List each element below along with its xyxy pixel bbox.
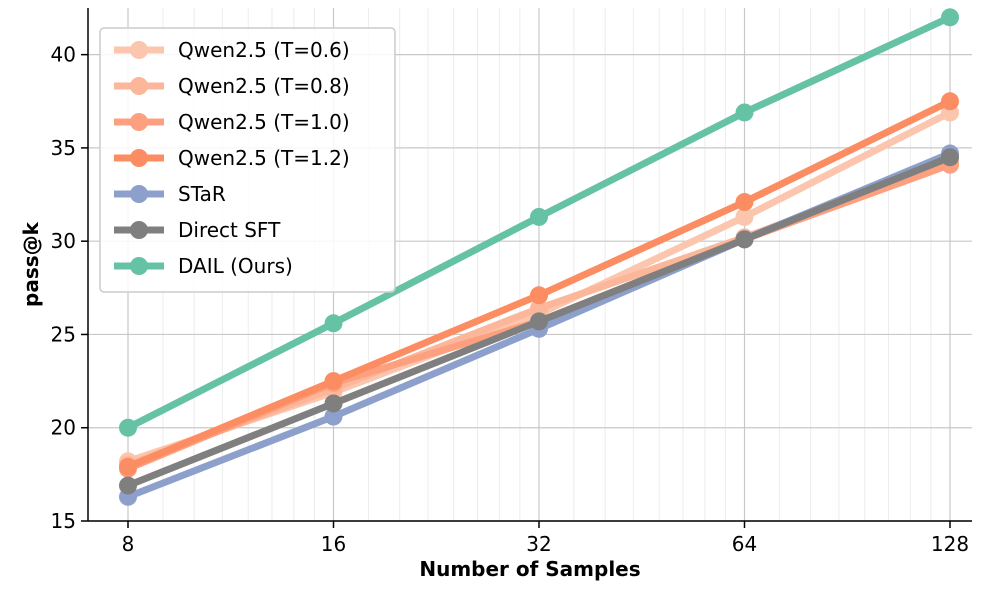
- x-tick-label: 16: [321, 532, 346, 556]
- legend-label: Qwen2.5 (T=0.6): [178, 38, 350, 62]
- y-tick-label: 40: [51, 43, 76, 67]
- y-tick-label: 25: [51, 322, 76, 346]
- y-tick-label: 15: [51, 509, 76, 533]
- x-axis-label: Number of Samples: [419, 557, 640, 581]
- y-axis-label: pass@k: [19, 221, 43, 307]
- legend-entry: Qwen2.5 (T=0.8): [114, 74, 350, 98]
- data-point: [735, 103, 754, 122]
- data-point: [119, 476, 137, 495]
- y-tick-label: 30: [51, 229, 76, 253]
- data-point: [530, 286, 548, 305]
- legend-label: STaR: [178, 182, 226, 206]
- data-point: [941, 8, 959, 27]
- x-tick-label: 64: [732, 532, 757, 556]
- series-3: [119, 92, 959, 476]
- series: [119, 8, 959, 506]
- legend-label: Qwen2.5 (T=1.0): [178, 110, 350, 134]
- legend-label: Qwen2.5 (T=0.8): [178, 74, 350, 98]
- legend-entry: Qwen2.5 (T=1.2): [114, 146, 350, 170]
- x-tick-label: 32: [526, 532, 551, 556]
- legend-entry: Qwen2.5 (T=0.6): [114, 38, 350, 62]
- legend-entry: Direct SFT: [114, 218, 281, 242]
- data-point: [530, 299, 548, 318]
- legend-swatch-marker: [130, 257, 148, 275]
- legend-label: Direct SFT: [178, 218, 281, 242]
- data-point: [119, 418, 137, 437]
- legend-label: Qwen2.5 (T=1.2): [178, 146, 350, 170]
- legend-swatch-marker: [130, 41, 148, 59]
- data-point: [324, 407, 343, 426]
- data-point: [119, 457, 137, 476]
- axes: [87, 8, 972, 522]
- series-5: [119, 148, 959, 495]
- x-tick-label: 8: [122, 532, 135, 556]
- legend: Qwen2.5 (T=0.6) Qwen2.5 (T=0.8) Qwen2.5 (T…: [99, 27, 396, 293]
- x-tick-label: 128: [931, 532, 969, 556]
- data-point: [324, 394, 343, 413]
- y-tick-label: 35: [51, 136, 76, 160]
- legend-entry: STaR: [114, 182, 226, 206]
- data-point: [324, 314, 343, 333]
- series-6: [119, 8, 959, 437]
- legend-entry: DAIL (Ours): [114, 254, 293, 278]
- legend-swatch-marker: [130, 221, 148, 239]
- legend-swatch-marker: [130, 185, 148, 203]
- legend-entry: Qwen2.5 (T=1.0): [114, 110, 350, 134]
- legend-swatch-marker: [130, 77, 148, 95]
- data-point: [941, 148, 959, 167]
- data-point: [324, 372, 343, 391]
- data-point: [735, 230, 754, 249]
- legend-box: [99, 27, 396, 293]
- data-point: [735, 207, 754, 226]
- legend-swatch-marker: [130, 113, 148, 131]
- data-point: [530, 312, 548, 331]
- data-point: [941, 92, 959, 111]
- legend-label: DAIL (Ours): [178, 254, 293, 278]
- data-point: [530, 207, 548, 226]
- y-tick-label: 20: [51, 416, 76, 440]
- ticks: 8 16 32 64 128 15 20 25 30 35 40: [51, 43, 970, 556]
- legend-swatch-marker: [130, 149, 148, 167]
- data-point: [735, 193, 754, 212]
